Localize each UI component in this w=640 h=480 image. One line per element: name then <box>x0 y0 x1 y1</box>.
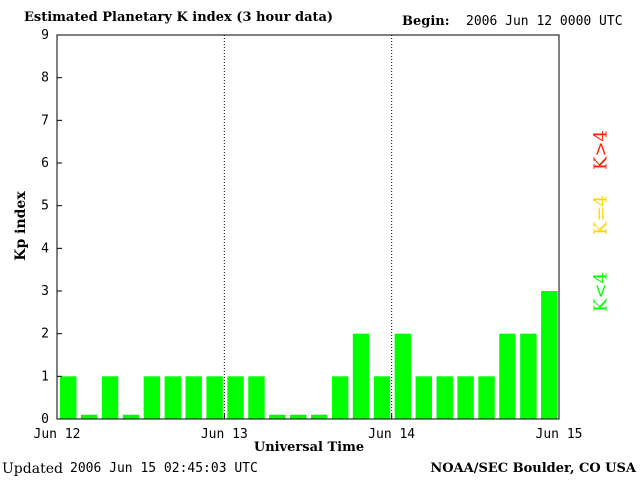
kp-bar <box>499 333 516 419</box>
kp-bar <box>541 291 558 419</box>
kp-bar <box>164 376 181 419</box>
kp-bar <box>206 376 223 419</box>
x-tick-label: Jun 14 <box>368 427 415 442</box>
kp-bar <box>394 333 412 419</box>
y-tick-label: 2 <box>41 327 49 342</box>
kp-bar <box>60 376 77 419</box>
kp-bar <box>520 333 537 419</box>
kp-bar <box>80 414 98 419</box>
kp-bar <box>290 414 307 419</box>
begin-value: 2006 Jun 12 0000 UTC <box>466 14 623 29</box>
bars-group <box>60 291 558 419</box>
kp-bar <box>248 376 265 419</box>
plot-frame <box>56 34 560 420</box>
kp-bar <box>373 376 391 419</box>
x-tick-label: Jun 15 <box>536 427 583 442</box>
kp-bar <box>331 376 349 419</box>
kp-bar <box>269 414 286 419</box>
chart-title: Estimated Planetary K index (3 hour data… <box>24 10 334 25</box>
kp-bar <box>415 376 432 419</box>
y-axis-ticks: 0 1 2 3 4 5 6 7 8 9 <box>41 28 62 427</box>
y-tick-label: 0 <box>41 412 49 427</box>
kp-bar <box>311 414 328 419</box>
kp-bar <box>478 376 495 419</box>
x-axis-ticks: Jun 12 Jun 13 Jun 14 Jun 15 <box>34 414 583 442</box>
legend-k-less-than-4: K<4 <box>590 272 612 312</box>
day-separators <box>223 35 393 419</box>
updated-label: Updated <box>2 461 63 477</box>
y-tick-label: 7 <box>41 113 49 128</box>
x-tick-label: Jun 13 <box>201 427 248 442</box>
kp-bar <box>457 376 474 419</box>
y-tick-label: 8 <box>41 71 49 86</box>
y-tick-label: 4 <box>41 241 49 256</box>
updated-timestamp: 2006 Jun 15 02:45:03 UTC <box>70 461 258 476</box>
kp-bar <box>436 376 453 419</box>
kp-bar <box>143 376 161 419</box>
y-tick-label: 9 <box>41 28 49 43</box>
kp-bar <box>227 376 244 419</box>
legend-k-equals-4: K=4 <box>590 195 612 235</box>
kp-bar <box>185 376 202 419</box>
credit-text: NOAA/SEC Boulder, CO USA <box>430 461 636 476</box>
y-tick-label: 5 <box>41 199 49 214</box>
begin-label: Begin: <box>402 14 450 29</box>
kp-bar <box>122 414 140 419</box>
y-tick-label: 1 <box>41 369 49 384</box>
kp-bar <box>352 333 370 419</box>
y-tick-label: 6 <box>41 156 49 171</box>
y-tick-label: 3 <box>41 284 49 299</box>
x-axis-label: Universal Time <box>253 440 365 455</box>
kp-bar <box>101 376 119 419</box>
x-tick-label: Jun 12 <box>34 427 81 442</box>
legend-k-greater-than-4: K>4 <box>590 130 612 170</box>
y-axis-label: Kp index <box>13 191 29 261</box>
